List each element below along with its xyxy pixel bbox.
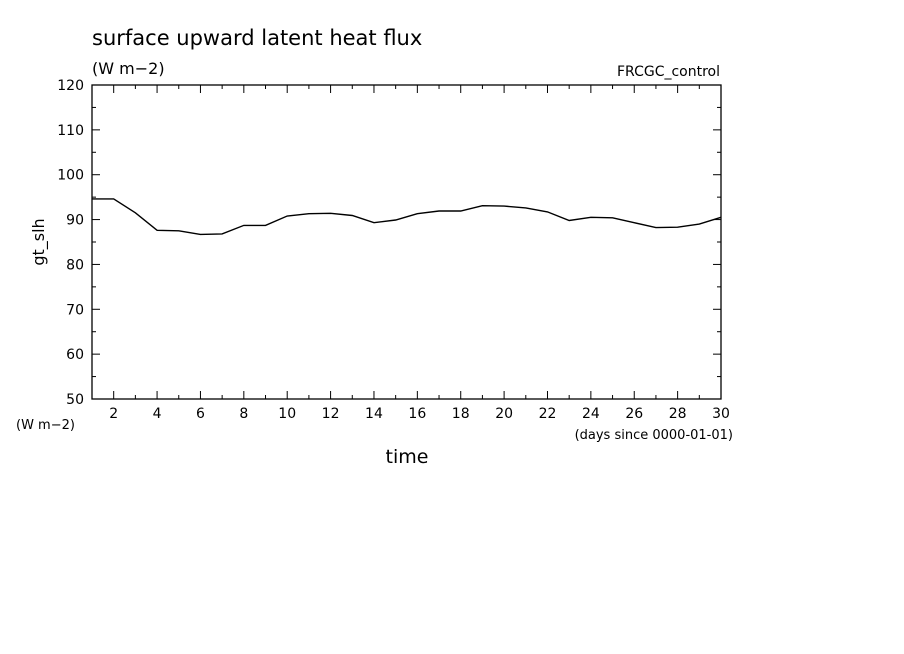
y-tick-labels: 50 60 70 80 90 100 110 120 xyxy=(57,78,84,408)
x-tick-label: 22 xyxy=(539,406,557,422)
y-tick-label: 60 xyxy=(66,347,84,363)
x-tick-label: 6 xyxy=(196,406,205,422)
y-axis-unit: (W m−2) xyxy=(16,418,75,433)
x-tick-labels: 2 4 6 8 10 12 14 16 18 20 22 24 26 28 30 xyxy=(109,406,730,422)
y-tick-label: 50 xyxy=(66,392,84,408)
x-tick-label: 16 xyxy=(408,406,426,422)
plot-frame xyxy=(91,84,722,400)
x-tick-label: 4 xyxy=(153,406,162,422)
axis-ticks xyxy=(91,84,722,400)
x-tick-label: 10 xyxy=(278,406,296,422)
x-tick-label: 8 xyxy=(239,406,248,422)
x-axis-unit: (days since 0000-01-01) xyxy=(575,428,733,443)
x-axis-label: time xyxy=(386,446,429,468)
chart-subtitle: (W m−2) xyxy=(92,59,165,78)
chart-title: surface upward latent heat flux xyxy=(92,26,422,50)
x-tick-label: 20 xyxy=(495,406,513,422)
x-tick-label: 30 xyxy=(712,406,730,422)
y-tick-label: 70 xyxy=(66,302,84,318)
x-tick-label: 12 xyxy=(322,406,340,422)
series-line xyxy=(92,198,722,236)
x-tick-label: 28 xyxy=(669,406,687,422)
x-tick-label: 2 xyxy=(109,406,118,422)
x-tick-label: 24 xyxy=(582,406,600,422)
y-tick-label: 110 xyxy=(57,123,84,139)
y-tick-label: 90 xyxy=(66,213,84,229)
y-tick-label: 100 xyxy=(57,168,84,184)
y-axis-label: gt_slh xyxy=(29,218,49,265)
run-label: FRCGC_control xyxy=(617,64,720,80)
x-tick-label: 14 xyxy=(365,406,383,422)
x-tick-label: 26 xyxy=(625,406,643,422)
y-tick-label: 120 xyxy=(57,78,84,94)
x-tick-label: 18 xyxy=(452,406,470,422)
y-tick-label: 80 xyxy=(66,257,84,273)
